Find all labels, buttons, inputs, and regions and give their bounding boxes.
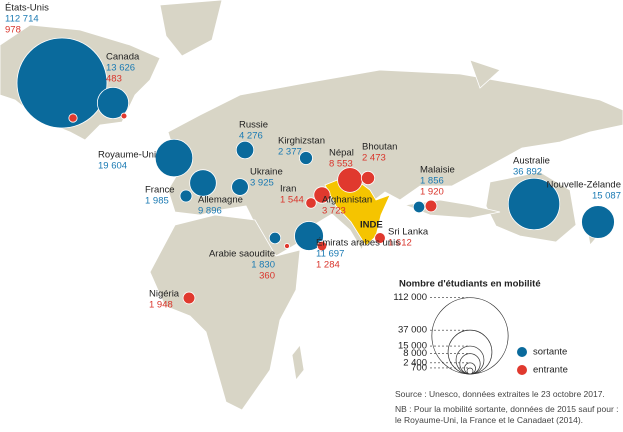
legend-swatch-entrante <box>517 365 527 375</box>
value-entrante: 8 553 <box>329 159 353 170</box>
india <box>324 174 391 247</box>
value-sortante: 2 377 <box>278 147 302 158</box>
circle-sortante <box>507 177 561 231</box>
circle-sortante <box>189 169 217 197</box>
country-name: Bhoutan <box>362 142 397 153</box>
circle-entrante <box>374 232 386 244</box>
country-name: États-Unis <box>5 3 49 14</box>
value-sortante: 4 276 <box>239 131 263 142</box>
circle-entrante <box>182 291 196 305</box>
madagascar <box>291 344 305 381</box>
africa <box>149 214 301 411</box>
country-name: Sri Lanka <box>388 227 429 238</box>
circle-entrante <box>313 186 331 204</box>
country-name: Malaisie <box>420 165 455 176</box>
country-name: Nouvelle-Zélande <box>547 180 621 191</box>
legend-title: Nombre d'étudiants en mobilité <box>399 279 541 290</box>
country-name: Australie <box>513 156 550 167</box>
country-name: Ukraine <box>250 167 283 178</box>
circle-entrante <box>305 197 317 209</box>
india-label: INDE <box>360 220 383 231</box>
country-name: Allemagne <box>198 195 243 206</box>
value-entrante: 1 612 <box>388 238 412 249</box>
country-name: Arabie saoudite <box>209 249 275 260</box>
value-sortante: 36 892 <box>513 167 542 178</box>
legend-size-label: 15 000 <box>398 341 427 352</box>
circle-entrante <box>120 112 128 120</box>
value-entrante: 1 284 <box>316 260 340 271</box>
source: Source : Unesco, données extraites le 23… <box>395 389 605 399</box>
legend-label-entrante: entrante <box>533 365 568 376</box>
circle-sortante <box>294 221 324 251</box>
circle-sortante <box>96 86 130 120</box>
country-name: Nigéria <box>149 289 180 300</box>
legend-size-label: 700 <box>411 362 427 373</box>
circle-sortante <box>412 200 426 214</box>
country-name: Iran <box>280 184 296 195</box>
country-name: France <box>145 185 175 196</box>
circle-sortante <box>231 178 249 196</box>
legend-size-label: 112 000 <box>393 292 427 303</box>
circle-entrante <box>360 170 376 186</box>
country-name: Népal <box>329 148 354 159</box>
country-name: Canada <box>106 52 140 63</box>
value-sortante: 1 830 <box>251 260 275 271</box>
value-entrante: 1 948 <box>149 300 173 311</box>
circle-entrante <box>68 113 78 123</box>
circle-sortante <box>581 205 615 239</box>
circle-sortante <box>235 140 255 160</box>
value-sortante: 13 626 <box>106 63 135 74</box>
legend-size-label: 8 000 <box>403 348 427 359</box>
value-entrante: 360 <box>259 271 275 282</box>
circle-entrante <box>424 199 438 213</box>
country-name: Russie <box>239 120 268 131</box>
legend-swatch-sortante <box>517 347 527 357</box>
island <box>469 59 501 89</box>
circle-entrante <box>284 243 290 249</box>
legend-size-label: 2 400 <box>403 357 427 368</box>
circle-sortante <box>179 189 193 203</box>
legend-label-sortante: sortante <box>533 347 567 358</box>
value-entrante: 978 <box>5 25 21 36</box>
value-entrante: 1 920 <box>420 187 444 198</box>
country-name: Royaume-Uni <box>98 150 156 161</box>
circle-entrante <box>316 240 328 252</box>
value-entrante: 3 723 <box>322 206 346 217</box>
country-name: Émirats arabes unis <box>316 238 400 249</box>
greenland <box>159 0 223 57</box>
circle-sortante <box>299 151 313 165</box>
legend: Nombre d'étudiants en mobilité sortante … <box>393 279 568 376</box>
value-entrante: 1 544 <box>280 195 304 206</box>
circle-sortante <box>16 37 108 129</box>
country-name: Kirghizstan <box>278 136 325 147</box>
value-sortante: 19 604 <box>98 161 127 172</box>
value-entrante: 2 473 <box>362 153 386 164</box>
value-sortante: 15 087 <box>592 191 621 202</box>
value-sortante: 11 697 <box>316 249 344 260</box>
legend-size-circle <box>466 367 474 375</box>
legend-size-label: 37 000 <box>398 325 427 336</box>
value-entrante: 483 <box>106 74 122 85</box>
value-sortante: 9 896 <box>198 206 222 217</box>
value-sortante: 3 925 <box>250 178 274 189</box>
value-sortante: 1 856 <box>420 176 444 187</box>
value-sortante: 112 714 <box>5 14 39 25</box>
note: NB : Pour la mobilité sortante, données … <box>395 404 619 425</box>
circle-entrante <box>337 167 363 193</box>
country-name: Afghanistan <box>322 195 372 206</box>
value-sortante: 1 985 <box>145 196 169 207</box>
circle-sortante <box>268 231 282 245</box>
circle-sortante <box>154 138 194 178</box>
